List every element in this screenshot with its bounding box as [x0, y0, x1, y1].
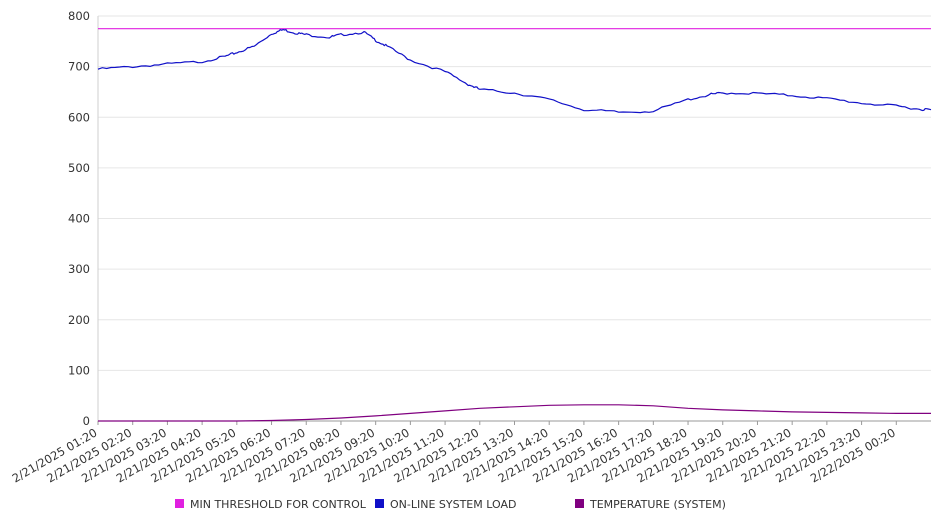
y-tick-label: 800	[68, 9, 90, 23]
legend-swatch	[375, 499, 384, 508]
series-lines	[97, 28, 932, 422]
y-tick-label: 300	[68, 262, 90, 276]
y-tick-label: 200	[68, 313, 90, 327]
series-line-2	[98, 404, 931, 422]
x-tick-labels: 2/21/2025 01:202/21/2025 02:202/21/2025 …	[10, 425, 898, 485]
legend-swatch	[575, 499, 584, 508]
legend-swatch	[175, 499, 184, 508]
legend: MIN THRESHOLD FOR CONTROL ON-LINE SYSTEM …	[175, 498, 726, 511]
legend-label: TEMPERATURE (SYSTEM)	[589, 498, 726, 511]
legend-label: MIN THRESHOLD FOR CONTROL	[190, 498, 367, 511]
y-tick-label: 0	[83, 414, 90, 428]
y-tick-labels: 0 100 200 300 400 500 600 700 800	[68, 9, 90, 428]
grid-lines	[98, 15, 931, 371]
y-tick-label: 100	[68, 363, 90, 377]
axes	[97, 16, 931, 425]
legend-label: ON-LINE SYSTEM LOAD	[390, 498, 516, 511]
y-tick-label: 600	[68, 110, 90, 124]
y-tick-label: 500	[68, 161, 90, 175]
y-tick-label: 400	[68, 212, 90, 226]
y-tick-label: 700	[68, 60, 90, 74]
series-line-1	[97, 28, 932, 114]
